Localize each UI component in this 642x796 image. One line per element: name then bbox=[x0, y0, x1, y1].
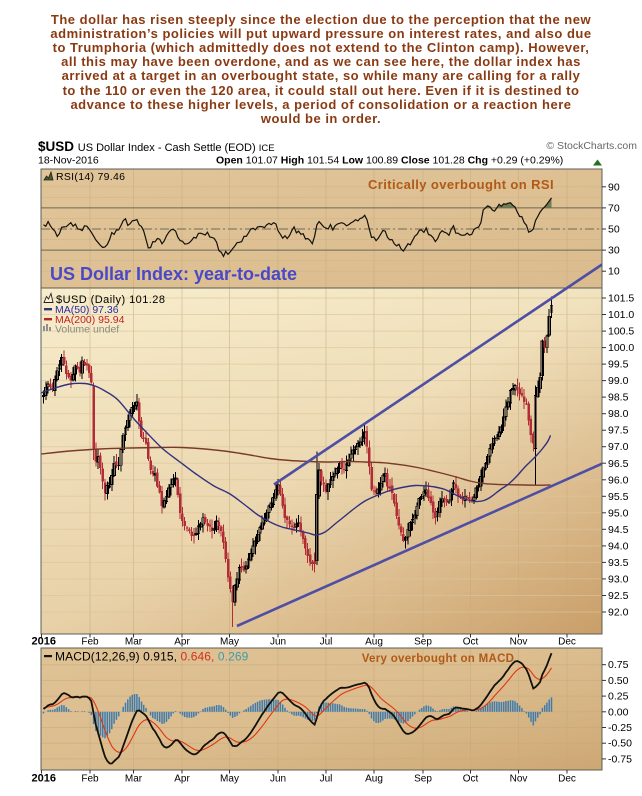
svg-text:Aug: Aug bbox=[365, 637, 383, 648]
svg-text:97.0: 97.0 bbox=[608, 441, 629, 453]
svg-text:94.0: 94.0 bbox=[608, 540, 629, 552]
svg-text:Dec: Dec bbox=[558, 774, 576, 785]
svg-text:92.0: 92.0 bbox=[608, 606, 629, 618]
svg-text:94.5: 94.5 bbox=[608, 524, 629, 536]
svg-text:0.50: 0.50 bbox=[608, 675, 629, 687]
svg-text:95.5: 95.5 bbox=[608, 491, 629, 503]
svg-text:MACD(12,26,9) 0.915, 0.646, 0.: MACD(12,26,9) 0.915, 0.646, 0.269 bbox=[55, 650, 249, 664]
svg-text:96.5: 96.5 bbox=[608, 458, 629, 470]
svg-text:-0.25: -0.25 bbox=[608, 722, 632, 734]
svg-text:Jun: Jun bbox=[270, 637, 286, 648]
svg-text:Open 101.07 High 101.54 Low 10: Open 101.07 High 101.54 Low 100.89 Close… bbox=[216, 155, 563, 167]
svg-text:$USD US Dollar Index - Cash Se: $USD US Dollar Index - Cash Settle (EOD)… bbox=[38, 139, 275, 154]
svg-text:95.0: 95.0 bbox=[608, 507, 629, 519]
svg-text:Jul: Jul bbox=[320, 774, 333, 785]
svg-text:$USD (Daily) 101.28: $USD (Daily) 101.28 bbox=[56, 294, 165, 306]
svg-text:100.5: 100.5 bbox=[608, 326, 634, 338]
svg-text:99.0: 99.0 bbox=[608, 375, 629, 387]
svg-text:101.0: 101.0 bbox=[608, 309, 634, 321]
svg-text:70: 70 bbox=[608, 202, 620, 214]
svg-text:98.0: 98.0 bbox=[608, 408, 629, 420]
svg-text:101.5: 101.5 bbox=[608, 293, 634, 305]
svg-text:10: 10 bbox=[608, 266, 620, 278]
svg-text:Volume undef: Volume undef bbox=[55, 324, 119, 336]
svg-text:Jul: Jul bbox=[320, 637, 333, 648]
svg-text:Oct: Oct bbox=[463, 774, 479, 785]
svg-text:Feb: Feb bbox=[81, 637, 99, 648]
svg-text:Jun: Jun bbox=[270, 774, 286, 785]
svg-text:93.5: 93.5 bbox=[608, 557, 629, 569]
svg-text:Aug: Aug bbox=[365, 774, 383, 785]
svg-text:90: 90 bbox=[608, 181, 620, 193]
svg-text:Feb: Feb bbox=[81, 774, 99, 785]
svg-text:Oct: Oct bbox=[463, 637, 479, 648]
svg-text:0.75: 0.75 bbox=[608, 659, 629, 671]
svg-text:Apr: Apr bbox=[174, 637, 190, 648]
svg-text:0.25: 0.25 bbox=[608, 691, 629, 703]
svg-text:US Dollar Index: year-to-date: US Dollar Index: year-to-date bbox=[50, 264, 297, 284]
svg-text:98.5: 98.5 bbox=[608, 392, 629, 404]
svg-text:Nov: Nov bbox=[510, 637, 528, 648]
svg-text:Sep: Sep bbox=[414, 774, 432, 785]
svg-text:MA(50) 97.36: MA(50) 97.36 bbox=[55, 304, 119, 316]
svg-text:99.5: 99.5 bbox=[608, 359, 629, 371]
svg-text:Mar: Mar bbox=[125, 774, 143, 785]
svg-text:92.5: 92.5 bbox=[608, 590, 629, 602]
svg-text:RSI(14) 79.46: RSI(14) 79.46 bbox=[56, 171, 125, 183]
svg-text:50: 50 bbox=[608, 224, 620, 236]
svg-text:Critically overbought on RSI: Critically overbought on RSI bbox=[368, 177, 554, 192]
svg-text:2016: 2016 bbox=[32, 773, 56, 785]
svg-text:2016: 2016 bbox=[32, 636, 56, 648]
svg-text:30: 30 bbox=[608, 245, 620, 257]
svg-text:-0.75: -0.75 bbox=[608, 753, 632, 765]
svg-text:May: May bbox=[220, 637, 239, 648]
svg-text:Dec: Dec bbox=[558, 637, 576, 648]
svg-text:© StockCharts.com: © StockCharts.com bbox=[546, 140, 637, 152]
svg-text:MA(200) 95.94: MA(200) 95.94 bbox=[55, 314, 125, 326]
svg-text:May: May bbox=[220, 774, 239, 785]
svg-text:Mar: Mar bbox=[125, 637, 143, 648]
svg-text:Very overbought on MACD: Very overbought on MACD bbox=[362, 653, 515, 665]
svg-text:0.00: 0.00 bbox=[608, 706, 629, 718]
svg-text:100.0: 100.0 bbox=[608, 342, 634, 354]
svg-text:18-Nov-2016: 18-Nov-2016 bbox=[38, 155, 99, 167]
svg-text:Sep: Sep bbox=[414, 637, 432, 648]
svg-text:-0.50: -0.50 bbox=[608, 738, 632, 750]
svg-text:Apr: Apr bbox=[174, 774, 190, 785]
svg-text:93.0: 93.0 bbox=[608, 573, 629, 585]
svg-text:Nov: Nov bbox=[510, 774, 528, 785]
svg-text:96.0: 96.0 bbox=[608, 474, 629, 486]
svg-text:97.5: 97.5 bbox=[608, 425, 629, 437]
